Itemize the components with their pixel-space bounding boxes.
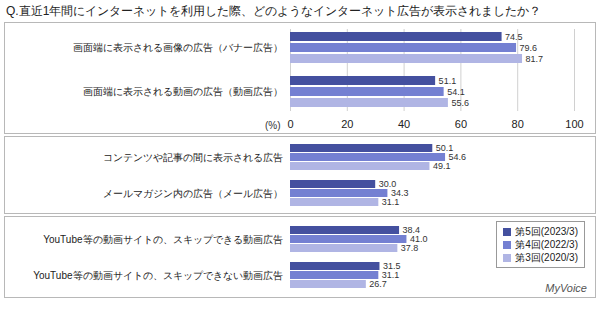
svg-text:37.8: 37.8: [401, 243, 419, 253]
svg-text:31.1: 31.1: [382, 197, 400, 207]
svg-text:49.1: 49.1: [433, 161, 451, 171]
svg-text:30.0: 30.0: [378, 179, 397, 190]
svg-text:54.6: 54.6: [449, 152, 467, 162]
svg-text:26.7: 26.7: [369, 279, 387, 289]
svg-text:81.7: 81.7: [526, 54, 544, 64]
svg-text:画面端に表示される動画の広告（動画広告）: 画面端に表示される動画の広告（動画広告）: [83, 86, 283, 97]
svg-text:79.6: 79.6: [520, 43, 538, 53]
svg-text:50.1: 50.1: [435, 143, 454, 154]
html-text:第4回(2022/3): 第4回(2022/3): [515, 239, 578, 250]
html-text:第5回(2023/3): 第5回(2023/3): [515, 226, 578, 237]
svg-text:20: 20: [341, 118, 353, 130]
svg-text:0: 0: [287, 118, 293, 130]
svg-text:55.6: 55.6: [451, 98, 469, 108]
svg-text:画面端に表示される画像の広告（バナー広告）: 画面端に表示される画像の広告（バナー広告）: [73, 42, 283, 53]
svg-text:54.1: 54.1: [447, 87, 465, 97]
svg-text:40: 40: [398, 118, 410, 130]
svg-text:メールマガジン内の広告（メール広告）: メールマガジン内の広告（メール広告）: [103, 188, 283, 199]
svg-text:31.5: 31.5: [383, 261, 401, 272]
html-text:Q.直近1年間にインターネットを利用した際、どのようなインタ: Q.直近1年間にインターネットを利用した際、どのようなインターネット広告が表示さ…: [6, 4, 542, 18]
svg-text:80: 80: [512, 118, 524, 130]
svg-text:38.4: 38.4: [402, 225, 421, 236]
svg-text:コンテンツや記事の間に表示される広告: コンテンツや記事の間に表示される広告: [103, 152, 283, 163]
html-text:第3回(2020/3): 第3回(2020/3): [515, 252, 578, 263]
svg-text:74.5: 74.5: [505, 32, 523, 42]
svg-text:YouTube等の動画サイトの、スキップできる動画広告: YouTube等の動画サイトの、スキップできる動画広告: [43, 234, 282, 245]
svg-text:41.0: 41.0: [409, 234, 428, 245]
svg-text:60: 60: [455, 118, 467, 130]
svg-text:51.1: 51.1: [439, 76, 457, 86]
html-text:MyVoice: MyVoice: [545, 282, 587, 294]
svg-text:(%): (%): [265, 120, 281, 131]
svg-text:YouTube等の動画サイトの、スキップできない動画広告: YouTube等の動画サイトの、スキップできない動画広告: [33, 270, 282, 281]
svg-text:34.3: 34.3: [390, 188, 409, 199]
svg-text:100: 100: [565, 118, 583, 130]
svg-text:31.1: 31.1: [381, 270, 400, 281]
